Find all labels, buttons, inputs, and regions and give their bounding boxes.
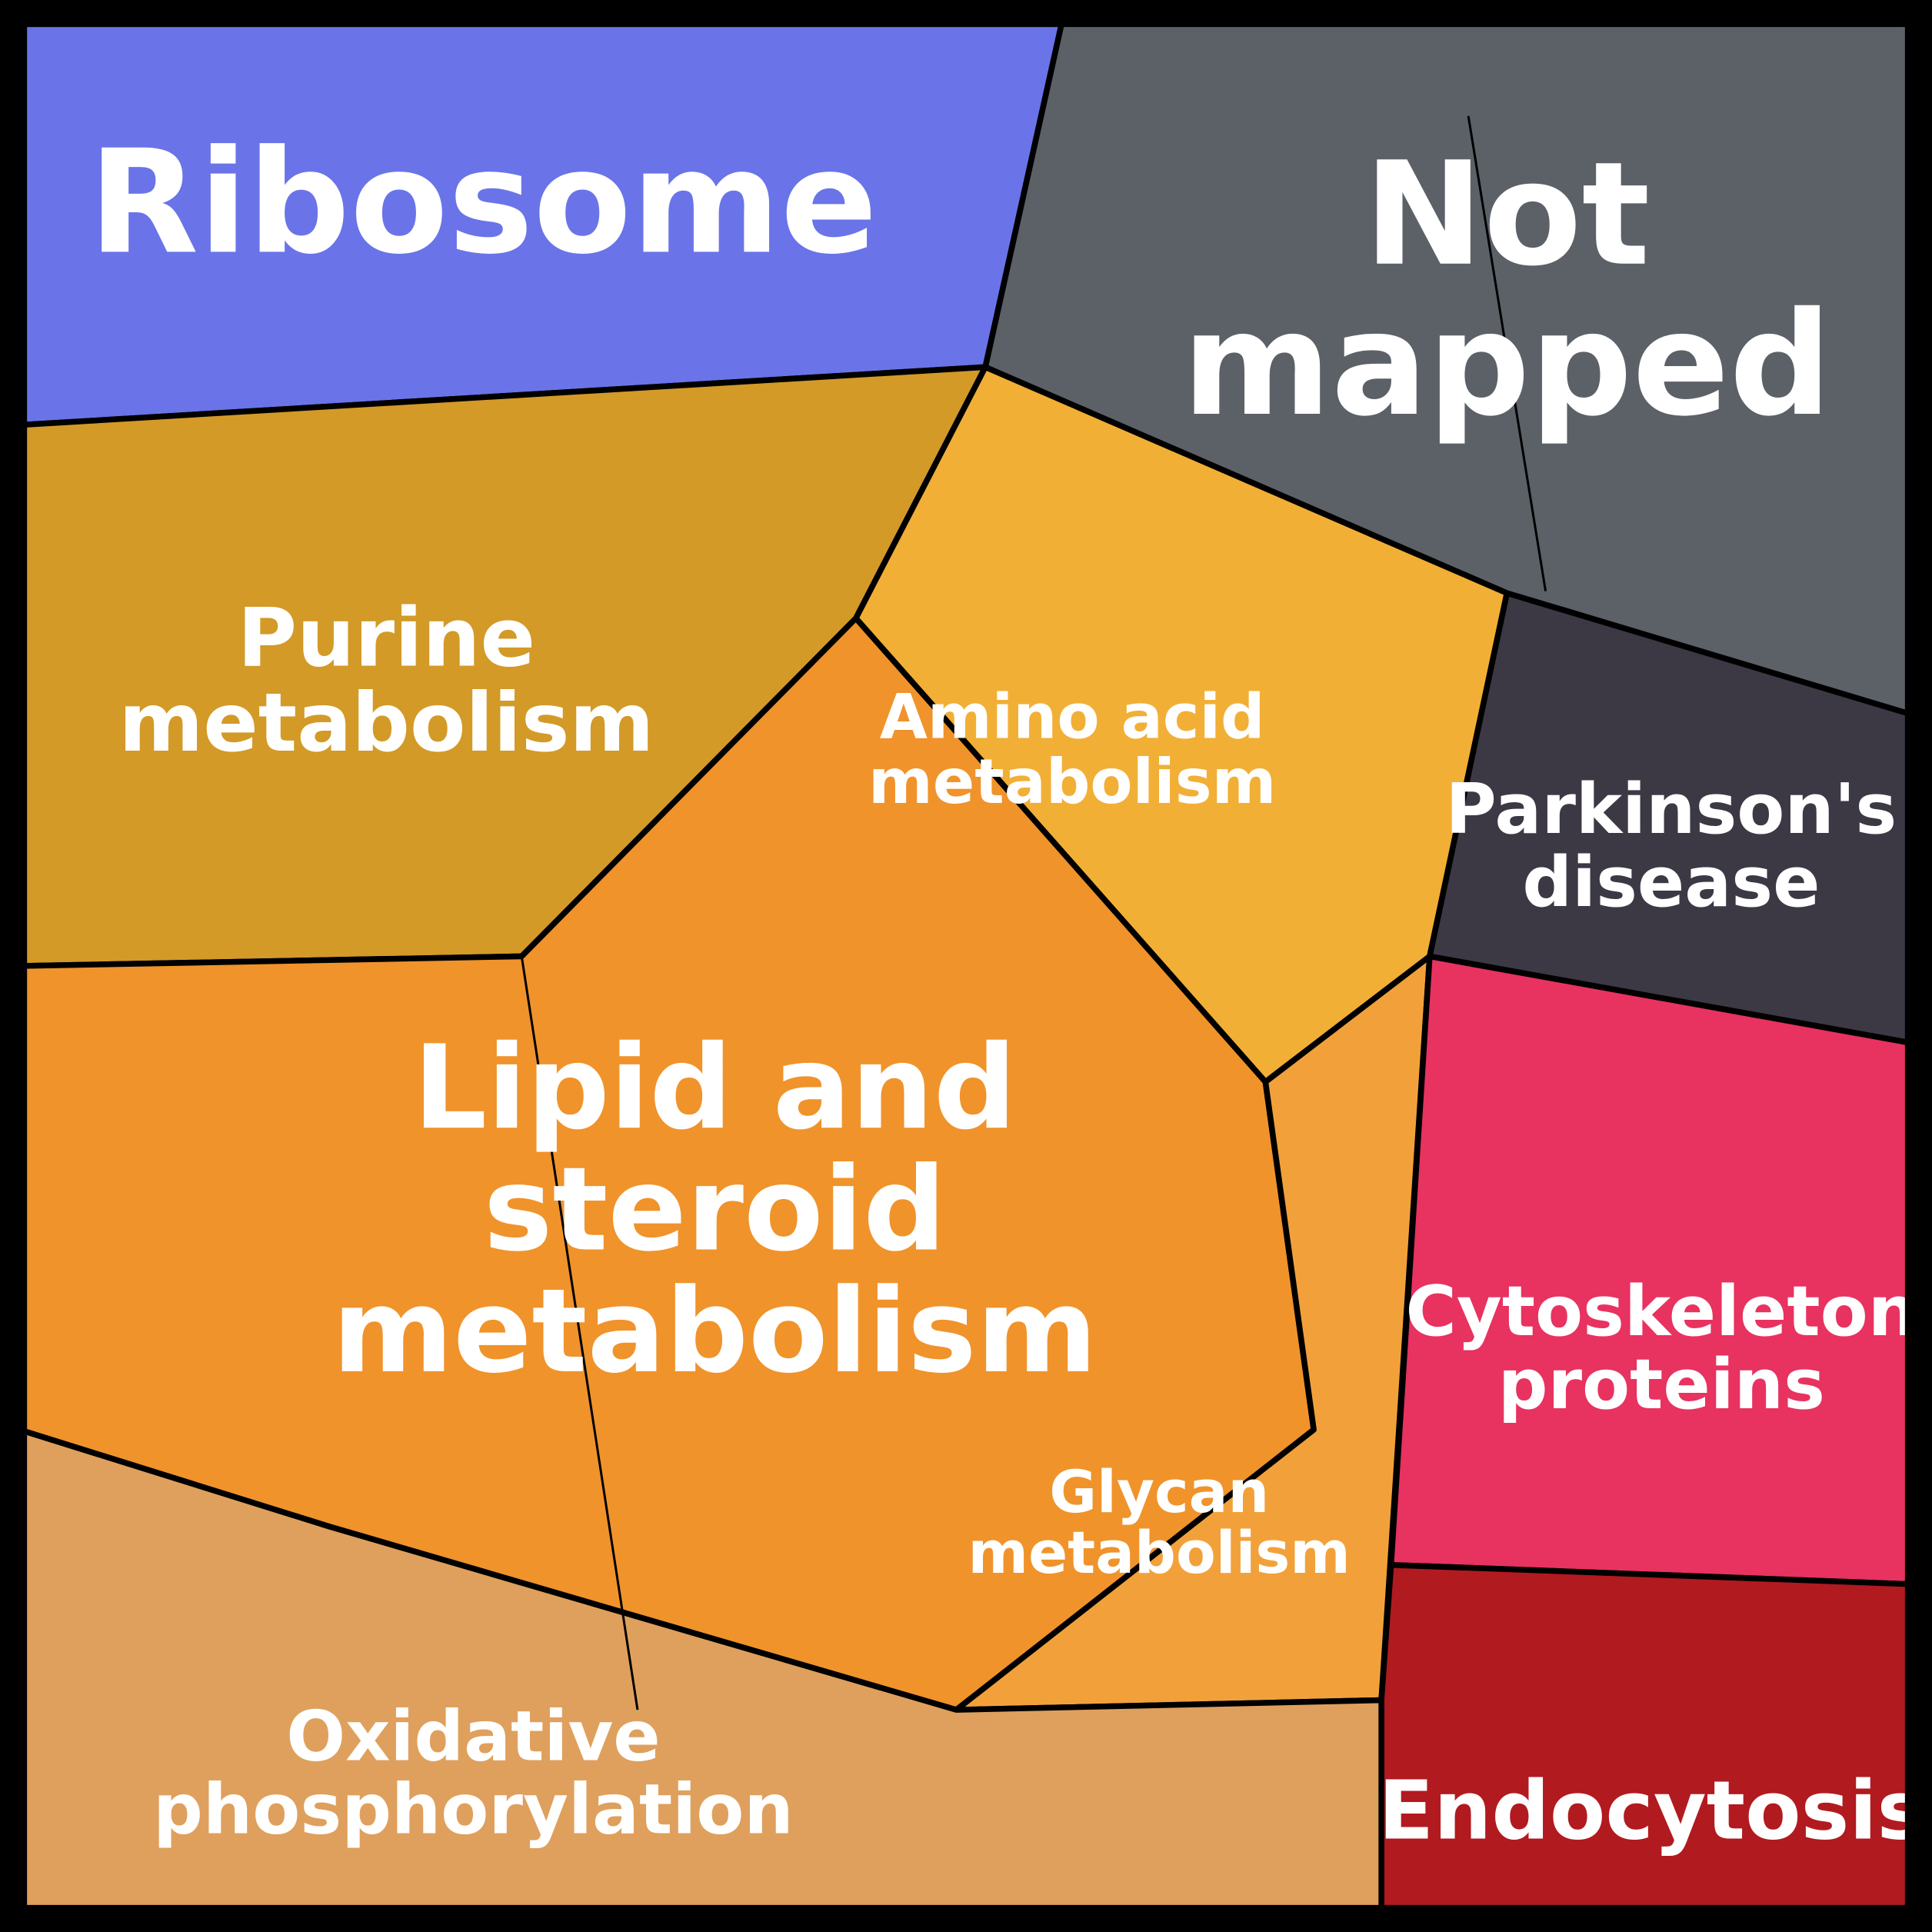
cell-label-line: disease <box>1522 842 1820 923</box>
cell-label-line: Not <box>1364 131 1650 298</box>
cell-label-line: metabolism <box>332 1263 1098 1398</box>
cell-label-line: Oxidative <box>286 1696 660 1777</box>
cell-label-line: Endocytosis <box>1378 1763 1925 1857</box>
cell-label-line: metabolism <box>868 745 1276 818</box>
cell-label-line: steroid <box>484 1141 946 1277</box>
cell-label-line: metabolism <box>118 675 654 770</box>
cell-label-line: Lipid and <box>413 1020 1017 1155</box>
cell-label-line: Glycan <box>1049 1457 1269 1525</box>
cell-label-line: metabolism <box>968 1519 1351 1587</box>
cell-label-line: Ribosome <box>88 118 878 285</box>
cell-label-line: Parkinson's <box>1445 769 1897 850</box>
cell-label-amino-acid-metabolism: Amino acidmetabolism <box>868 680 1276 817</box>
voronoi-treemap: RibosomeNotmappedPurinemetabolismAmino a… <box>0 0 1932 1932</box>
cell-label-line: Purine <box>238 590 535 685</box>
cell-label-line: proteins <box>1498 1344 1825 1425</box>
cell-label-line: Amino acid <box>880 680 1265 752</box>
cell-label-line: phosphorylation <box>153 1769 794 1850</box>
cell-cytoskeleton-proteins <box>1391 956 1913 1584</box>
cell-label-endocytosis: Endocytosis <box>1378 1763 1925 1857</box>
cell-endocytosis <box>1381 1565 1913 1913</box>
cell-label-ribosome: Ribosome <box>88 118 878 285</box>
cell-label-line: mapped <box>1182 281 1831 448</box>
cell-label-line: Cytoskeleton <box>1406 1271 1918 1352</box>
